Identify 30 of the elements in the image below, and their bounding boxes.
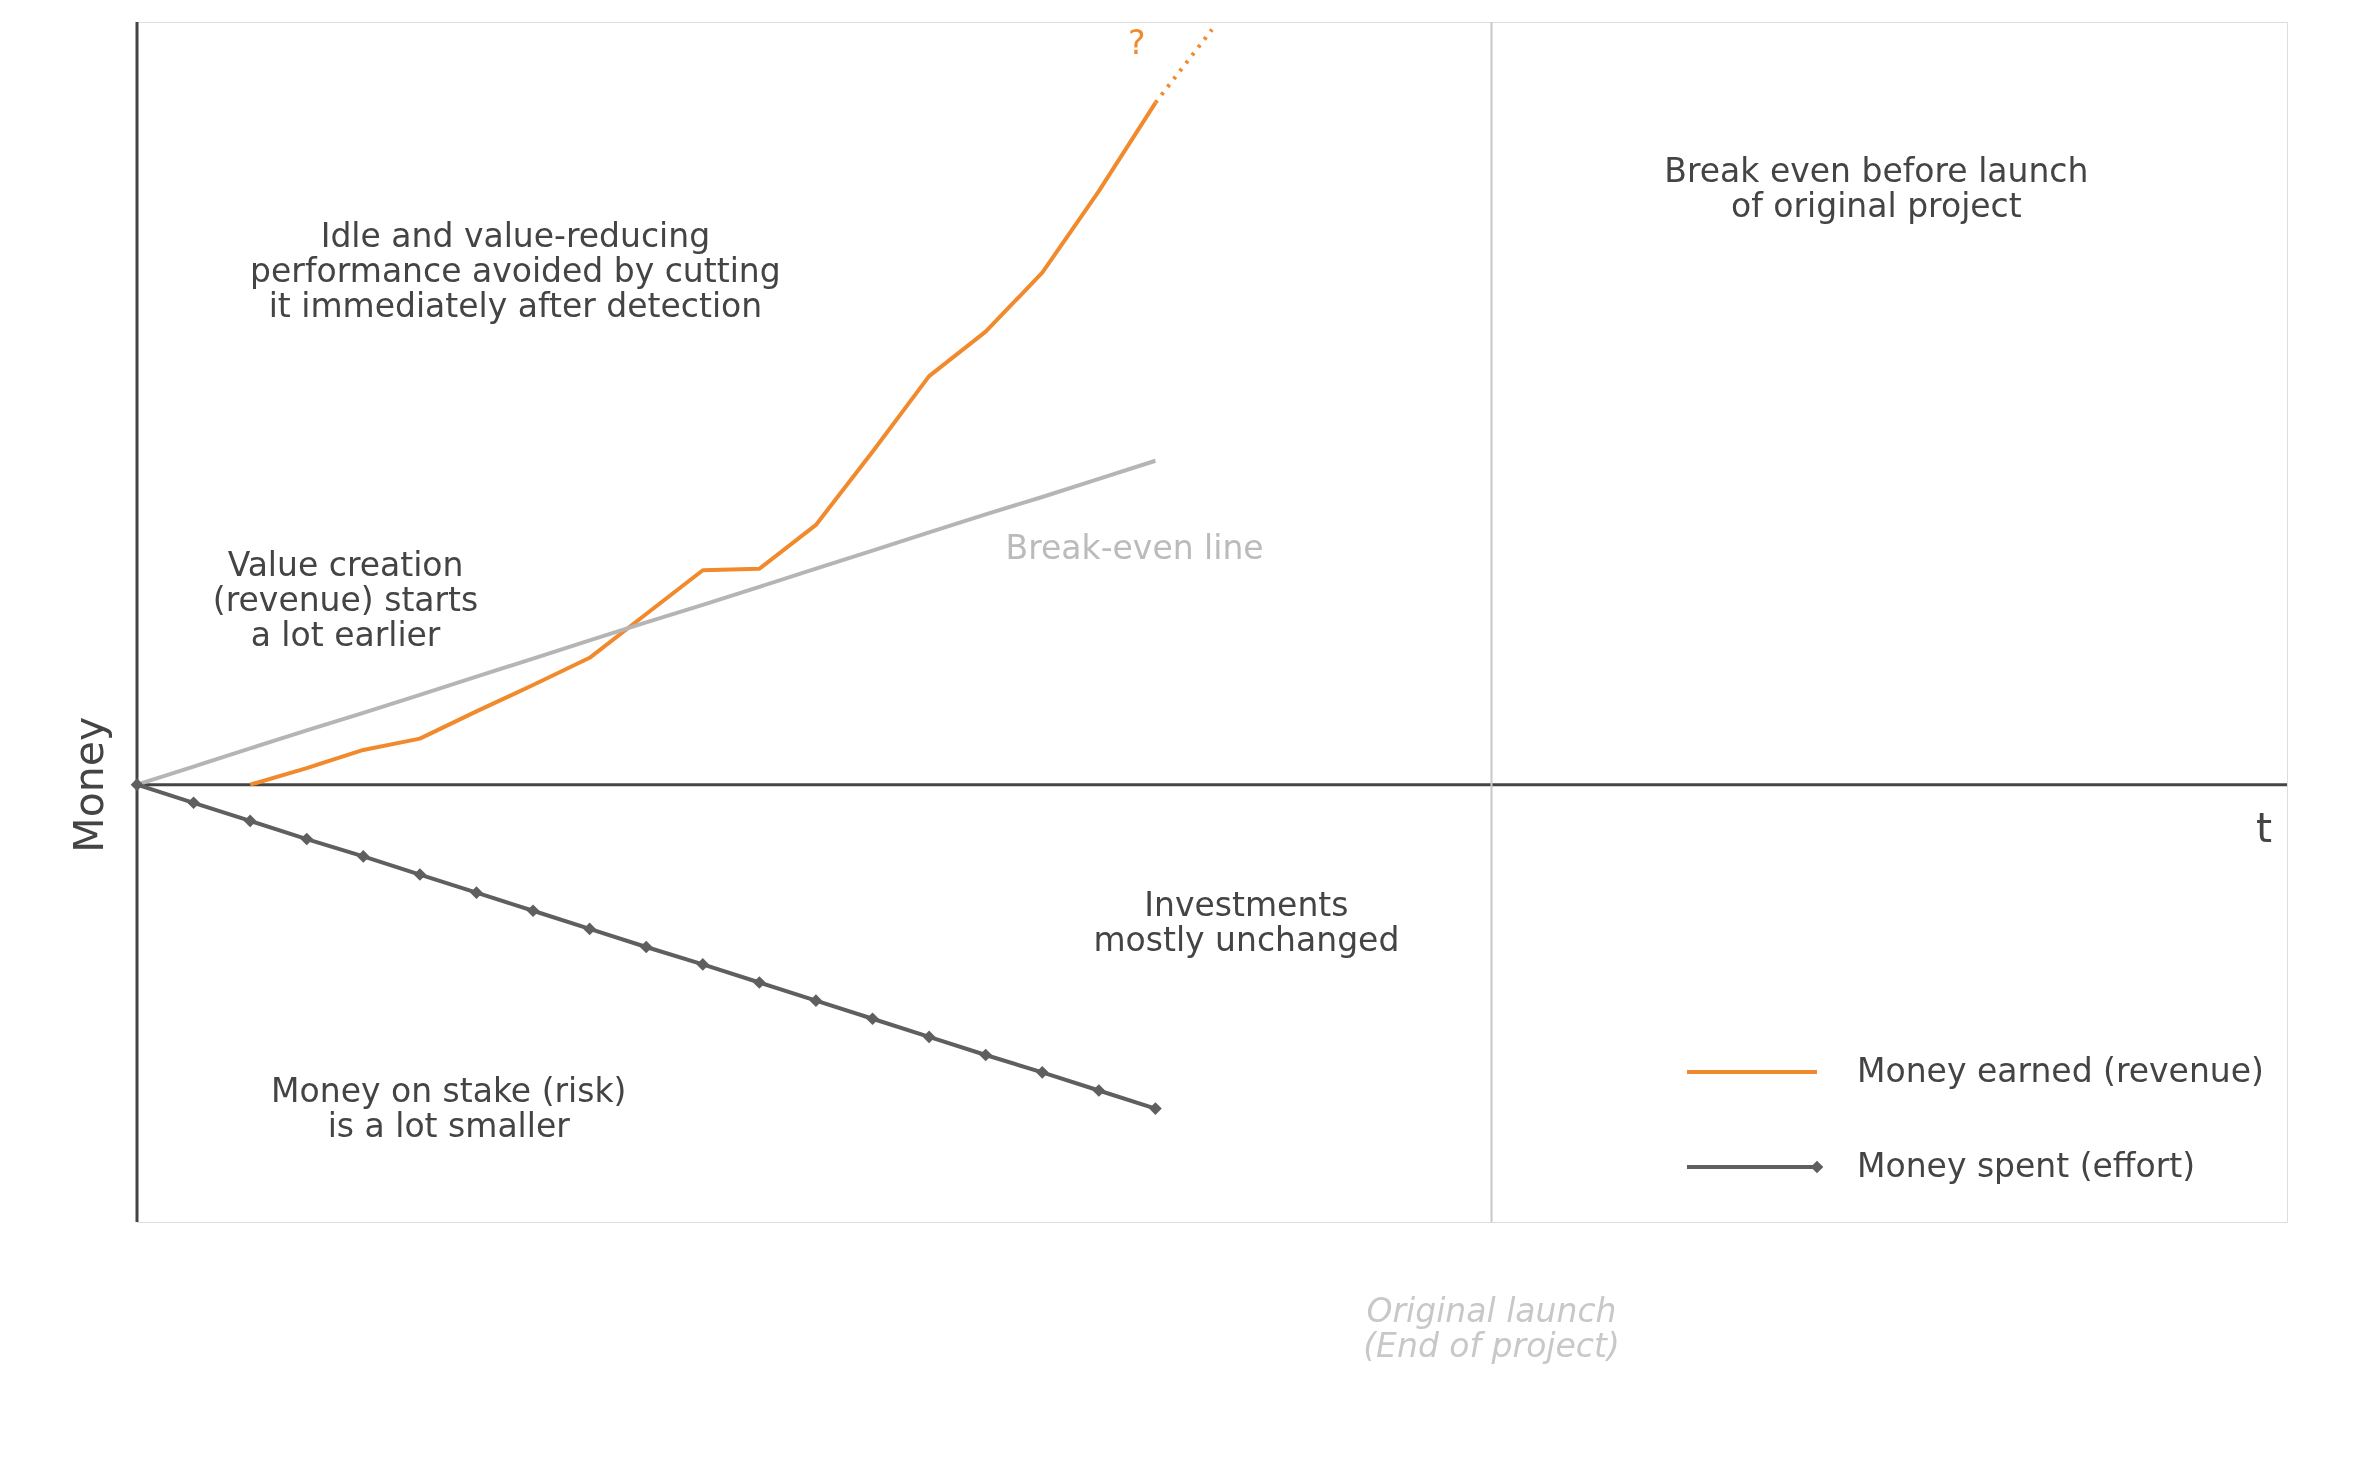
point (696, 958, 710, 971)
x-axis-title: t (2255, 803, 2272, 852)
annotation: Idle and value-reducing performance avoided by cutting it immediately after detection (250, 215, 781, 325)
point (356, 850, 370, 863)
point (583, 922, 596, 936)
point (1035, 1066, 1049, 1079)
legend-label: Money earned (revenue) (1857, 1051, 2264, 1090)
point (639, 940, 653, 954)
annotation: Break-even line (1005, 527, 1264, 567)
point (1092, 1084, 1106, 1097)
point (413, 868, 427, 881)
point (753, 976, 766, 989)
point (922, 1030, 936, 1044)
point (526, 904, 540, 918)
legend-label: Money spent (effort) (1857, 1146, 2196, 1185)
y-axis-title: Money (65, 716, 113, 853)
point (470, 886, 483, 899)
annotation: Investments mostly unchanged (1093, 885, 1400, 960)
annotation: Break even before launch of original project (1664, 151, 2089, 225)
annotation: ? (1127, 22, 1146, 62)
point (300, 832, 314, 846)
annotation: Value creation (revenue) starts a lot earlier (212, 544, 479, 654)
point (130, 778, 144, 791)
point (979, 1048, 993, 1062)
point (866, 1012, 879, 1026)
annotation: Money on stake (risk) is a lot smaller (271, 1071, 627, 1146)
point (1149, 1102, 1162, 1115)
point (187, 796, 200, 810)
point (243, 814, 257, 828)
point (809, 994, 823, 1007)
